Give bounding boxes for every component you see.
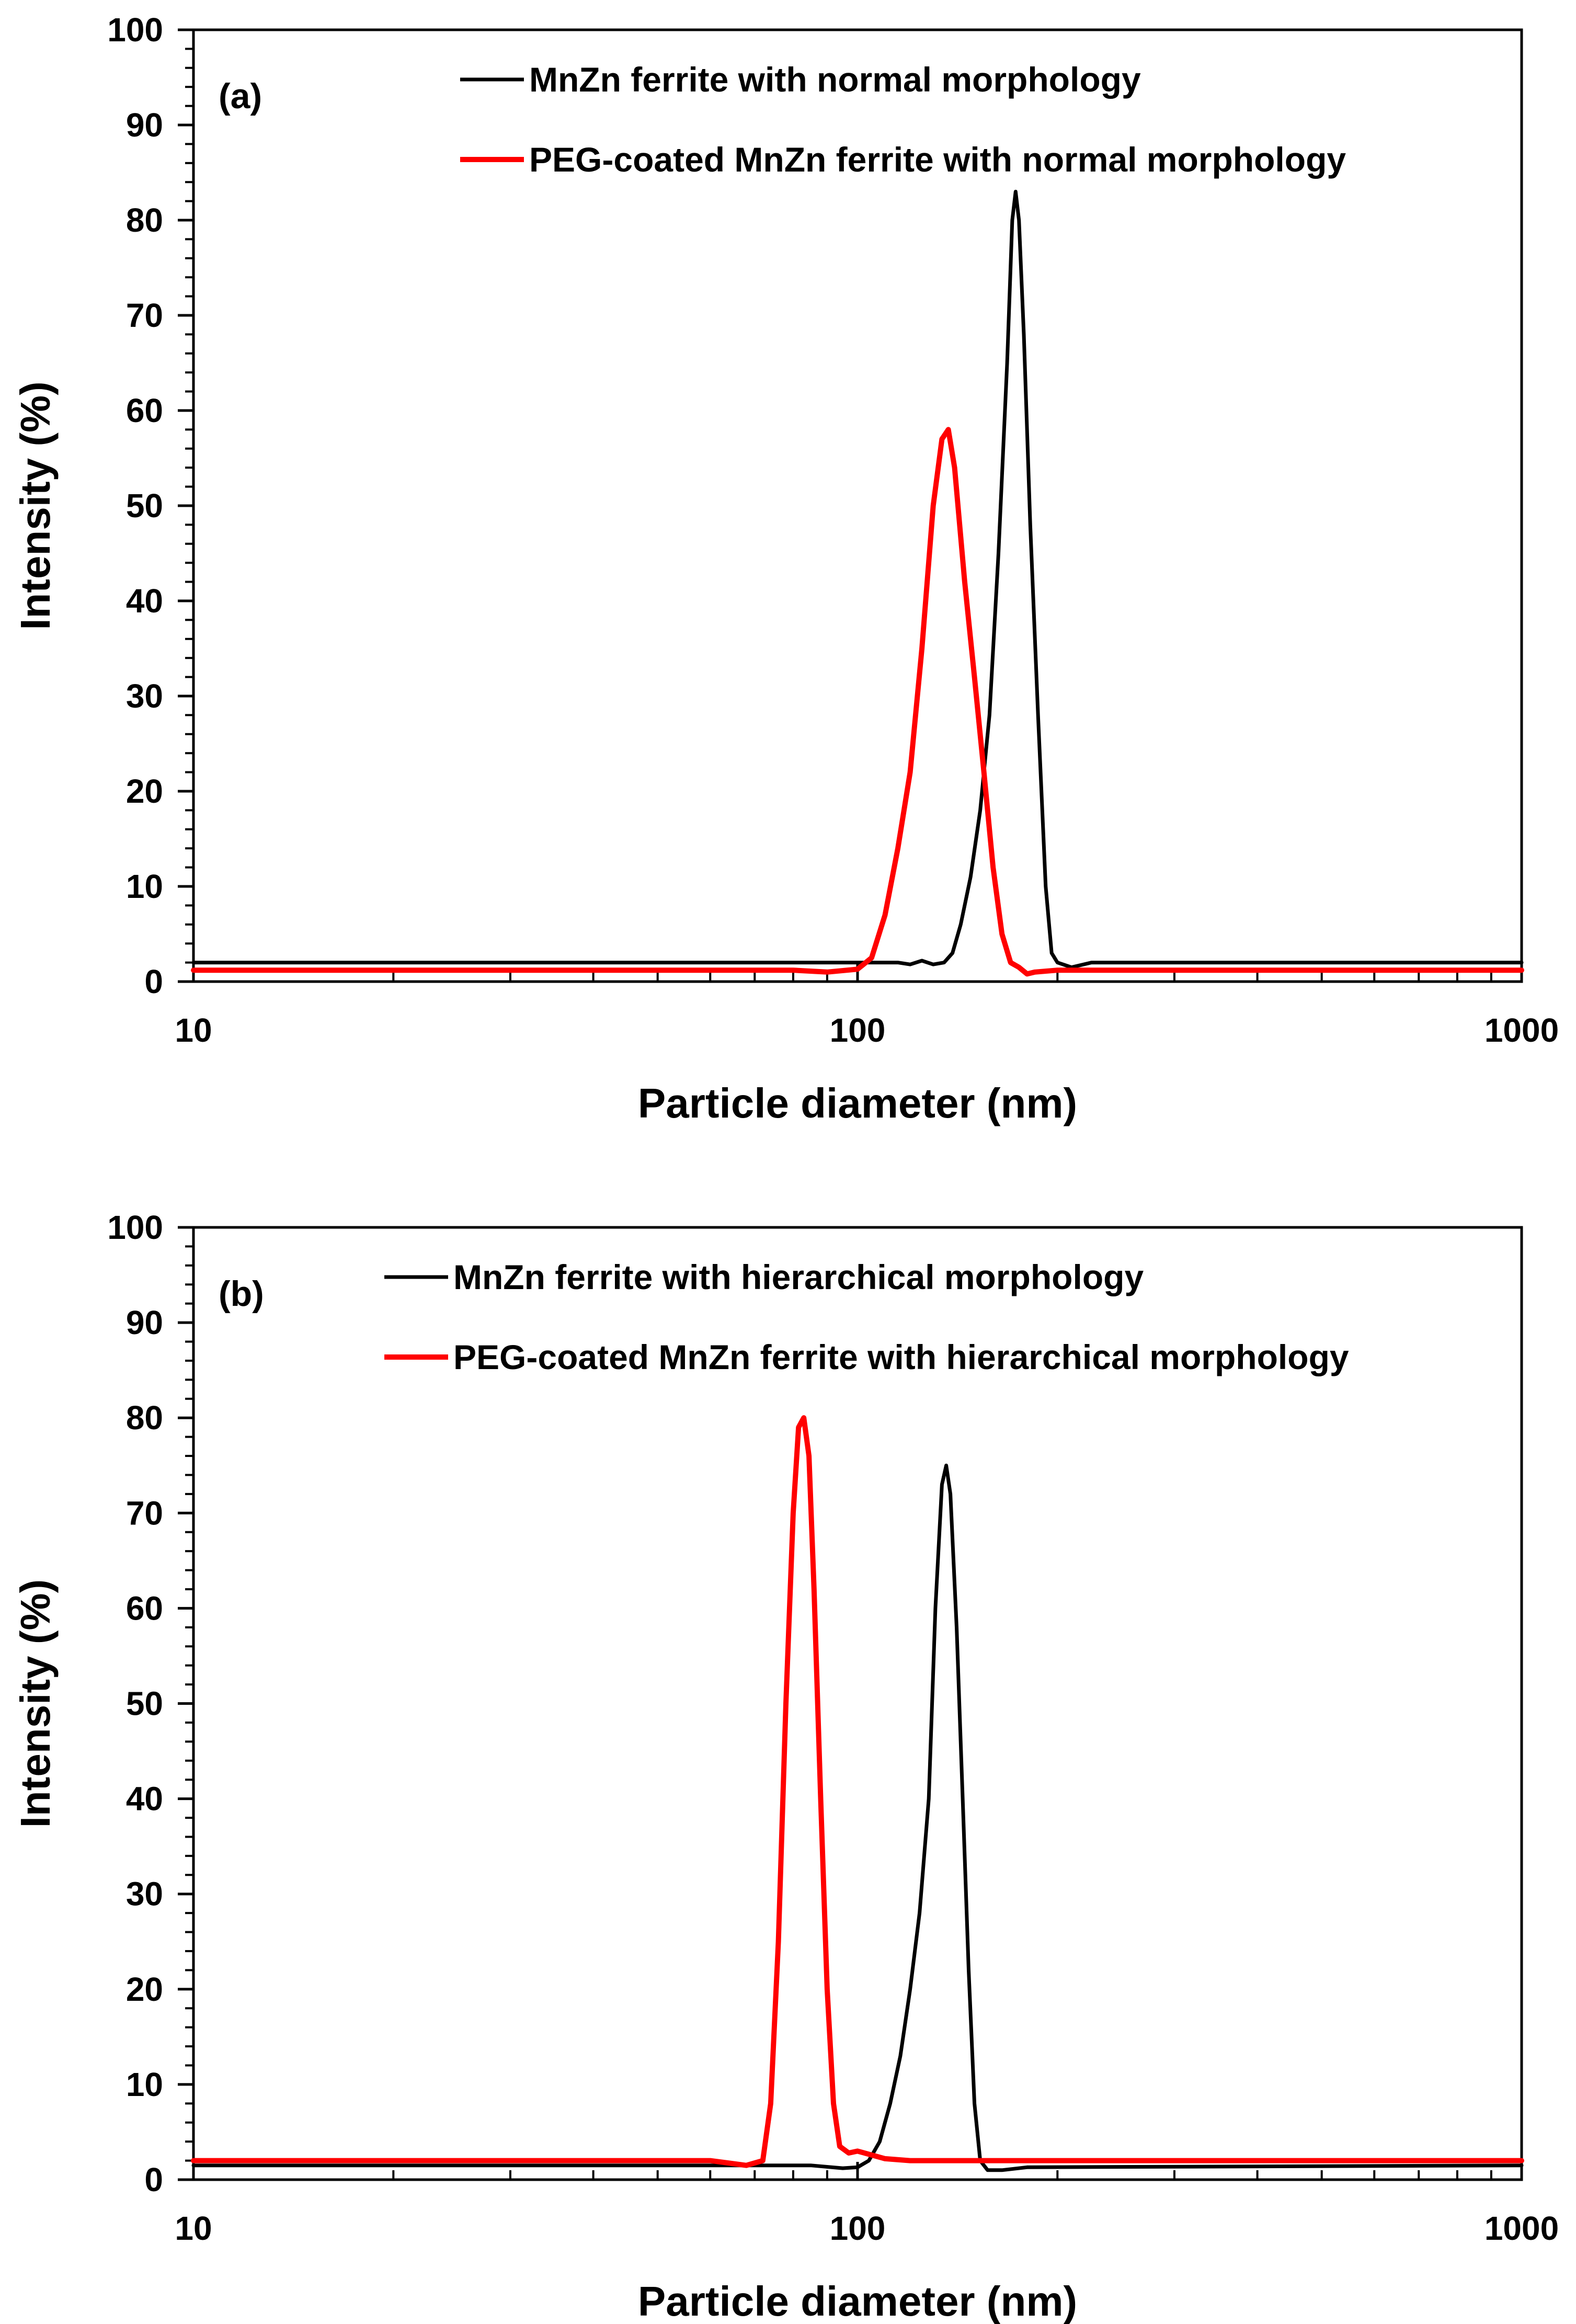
legend-label: PEG-coated MnZn ferrite with hierarchica… <box>453 1338 1349 1376</box>
chart-panel-a: 10 100 1000 0 10 20 30 40 50 60 70 80 90 100 Particle … <box>12 11 1559 1126</box>
panel-label: (a) <box>219 76 262 116</box>
x-tick-label: 100 <box>830 2209 886 2247</box>
y-tick-label: 70 <box>126 1494 163 1532</box>
y-tick-label: 100 <box>107 11 163 49</box>
y-tick-label: 80 <box>126 1399 163 1437</box>
y-tick-label: 60 <box>126 392 163 429</box>
y-tick-label: 70 <box>126 297 163 334</box>
legend: MnZn ferrite with normal morphology PEG-c… <box>460 60 1346 179</box>
y-tick-label: 60 <box>126 1589 163 1627</box>
y-tick-label: 0 <box>144 2161 163 2198</box>
y-tick-label: 40 <box>126 1780 163 1818</box>
y-axis-title: Intensity (%) <box>12 381 59 630</box>
y-tick-label: 30 <box>126 1875 163 1913</box>
legend: MnZn ferrite with hierarchical morpholog… <box>384 1258 1349 1376</box>
y-tick-label: 80 <box>126 201 163 239</box>
legend-label: MnZn ferrite with normal morphology <box>529 60 1141 99</box>
y-axis-title: Intensity (%) <box>12 1579 59 1828</box>
y-tick-label: 0 <box>144 963 163 1000</box>
x-tick-label: 1000 <box>1484 2209 1559 2247</box>
y-tick-label: 40 <box>126 582 163 620</box>
x-tick-label: 100 <box>830 1011 886 1049</box>
x-tick-label: 10 <box>175 2209 212 2247</box>
legend-label: PEG-coated MnZn ferrite with normal morp… <box>529 140 1346 179</box>
y-tick-label: 50 <box>126 1685 163 1723</box>
y-tick-label: 90 <box>126 1304 163 1341</box>
y-tick-label: 30 <box>126 677 163 715</box>
panel-label: (b) <box>219 1274 264 1314</box>
y-tick-label: 90 <box>126 106 163 144</box>
x-axis-title: Particle diameter (nm) <box>638 1080 1077 1126</box>
x-tick-label: 10 <box>175 1011 212 1049</box>
series-line-peg-coated <box>191 1415 1524 2168</box>
y-tick-label: 50 <box>126 487 163 525</box>
series-line-uncoated <box>191 189 1524 970</box>
y-tick-label: 10 <box>126 868 163 905</box>
x-axis-title: Particle diameter (nm) <box>638 2278 1077 2324</box>
y-tick-label: 100 <box>107 1209 163 1246</box>
legend-label: MnZn ferrite with hierarchical morpholog… <box>453 1258 1144 1296</box>
series-line-peg-coated <box>191 427 1524 977</box>
y-tick-label: 20 <box>126 772 163 810</box>
y-tick-label: 20 <box>126 1970 163 2008</box>
y-tick-label: 10 <box>126 2066 163 2103</box>
chart-panel-b: 10 100 1000 0 10 20 30 40 50 60 70 80 90 100 Particle … <box>12 1209 1559 2324</box>
x-tick-label: 1000 <box>1484 1011 1559 1049</box>
